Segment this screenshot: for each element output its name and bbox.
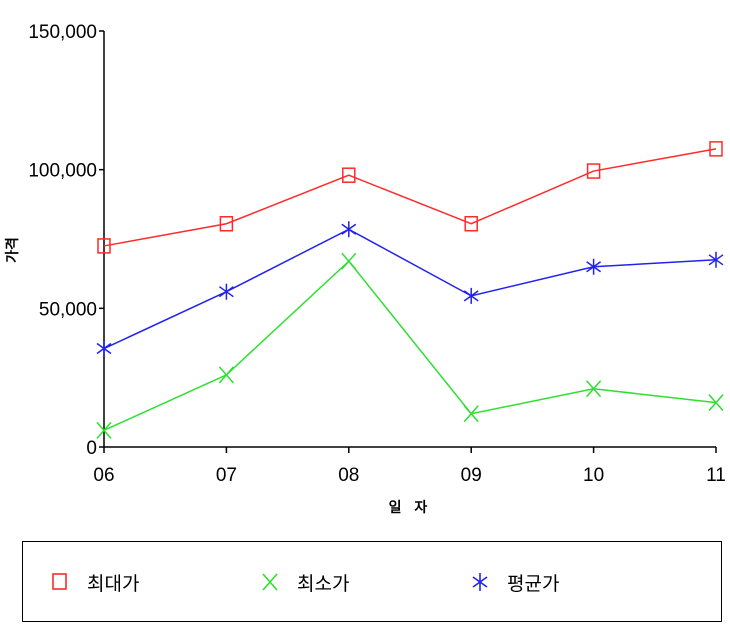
y-tick-label: 100,000	[28, 161, 97, 182]
y-tick-label: 50,000	[39, 299, 97, 320]
legend-item-avg: 평균가	[471, 564, 559, 600]
series-0	[97, 141, 723, 254]
data-point-asterisk	[463, 287, 479, 304]
y-tick-label: 0	[86, 438, 97, 459]
chart-series	[96, 141, 724, 439]
data-point-asterisk	[218, 283, 234, 300]
x-marker-icon	[262, 573, 278, 591]
data-point-square	[709, 141, 723, 157]
x-tick-label: 08	[338, 465, 359, 486]
data-point-square	[219, 215, 234, 232]
data-point-asterisk	[586, 258, 602, 275]
x-tick-label: 11	[706, 465, 726, 486]
data-point-asterisk	[341, 221, 357, 238]
data-point-x	[463, 405, 479, 423]
legend-item-max: 최대가	[51, 564, 139, 600]
data-point-x	[341, 252, 357, 270]
data-point-square	[342, 167, 356, 183]
data-point-asterisk	[96, 340, 112, 357]
legend-label-min: 최소가	[297, 572, 350, 595]
line-chart: 0 50,000 100,000 150,000 06 07 08 09 10 11 가격 일 자	[4, 22, 726, 516]
data-point-x	[218, 366, 234, 384]
series-2	[96, 221, 724, 357]
series-line	[103, 228, 717, 350]
y-tick-label: 150,000	[28, 22, 97, 43]
asterisk-marker-icon	[472, 573, 488, 591]
legend-label-max: 최대가	[87, 572, 140, 595]
data-point-square	[97, 238, 111, 254]
data-point-x	[708, 394, 724, 412]
chart-legend: 최대가 최소가 평균가	[22, 541, 722, 622]
data-point-square	[586, 163, 601, 179]
y-axis-title: 가격	[4, 237, 21, 263]
legend-label-avg: 평균가	[507, 572, 560, 595]
series-line	[103, 148, 717, 247]
data-point-square	[464, 215, 478, 232]
series-1	[96, 252, 724, 439]
data-point-x	[96, 421, 112, 439]
square-marker-icon	[52, 573, 67, 590]
chart-axes: 0 50,000 100,000 150,000 06 07 08 09 10 11	[28, 22, 726, 486]
x-tick-label: 09	[461, 465, 482, 486]
series-line	[103, 260, 717, 432]
x-tick-label: 06	[93, 465, 114, 486]
x-tick-label: 10	[583, 465, 604, 486]
x-tick-label: 07	[216, 465, 237, 486]
data-point-x	[586, 380, 602, 398]
legend-item-min: 최소가	[261, 564, 349, 600]
x-axis-title: 일 자	[389, 500, 428, 516]
data-point-asterisk	[708, 251, 724, 268]
